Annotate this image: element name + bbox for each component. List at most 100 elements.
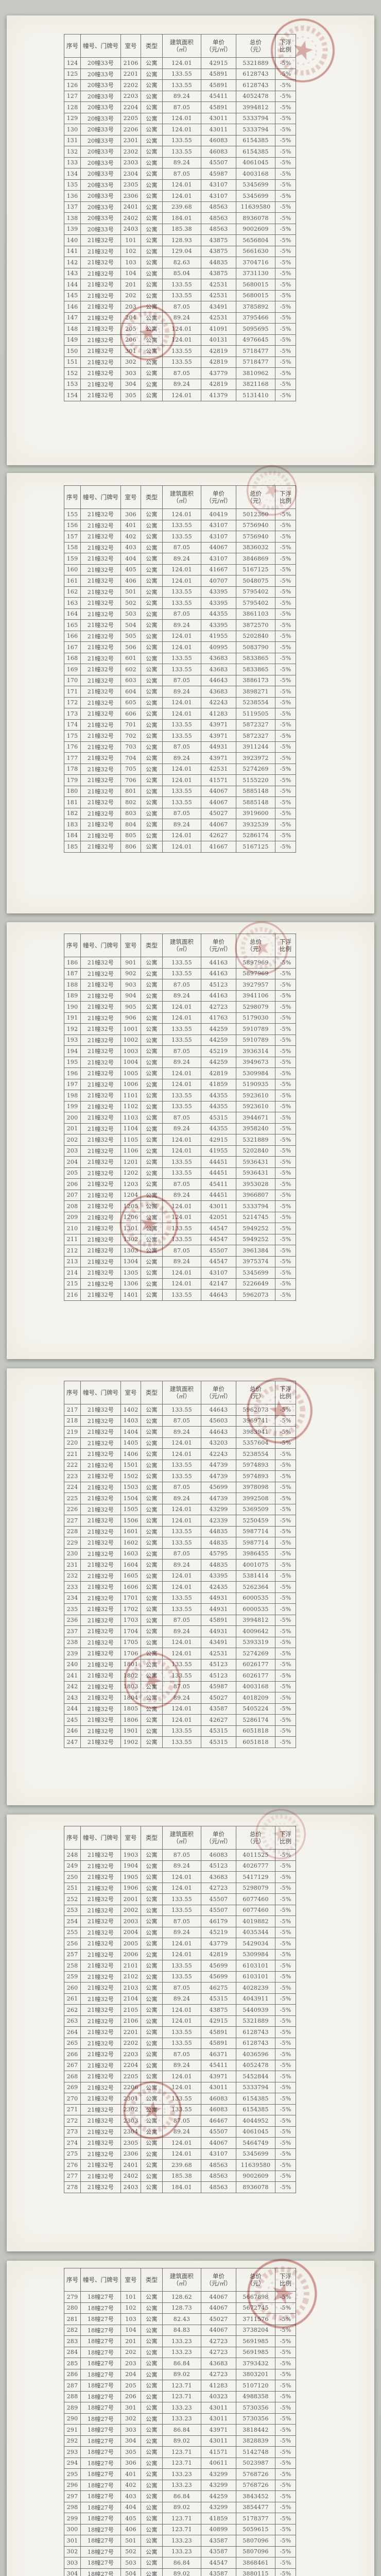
table-row: 283 18幢27号 201 公寓 133.23 42723 5691985 -5% xyxy=(64,2335,296,2347)
table-cell: 21幢32号 xyxy=(80,1849,121,1861)
table-cell: 89.24 xyxy=(162,157,201,168)
table-cell: 43203 xyxy=(201,1437,236,1449)
table-cell: 21幢32号 xyxy=(80,1256,121,1267)
table-cell: 43971 xyxy=(201,2071,236,2082)
table-cell: 42531 xyxy=(201,312,236,324)
table-cell: 公寓 xyxy=(141,1559,163,1571)
table-row: 213 21幢32号 1304 公寓 89.24 44547 3975374 -5% xyxy=(64,1256,296,1267)
table-cell: 42243 xyxy=(201,697,236,708)
table-row: 180 21幢32号 801 公寓 133.55 44067 5885148 -5% xyxy=(64,785,296,797)
table-cell: 89.24 xyxy=(162,553,201,565)
table-cell: 21幢32号 xyxy=(80,378,121,390)
table-row: 290 18幢27号 302 公寓 133.23 43011 5730356 -5% xyxy=(64,2413,296,2425)
table-cell: -5% xyxy=(275,597,296,609)
table-cell: 21幢32号 xyxy=(80,1233,121,1245)
table-cell: -5% xyxy=(275,2126,296,2138)
table-cell: -5% xyxy=(275,1267,296,1279)
table-cell: 公寓 xyxy=(141,2501,163,2513)
table-cell: 196 xyxy=(64,1067,81,1079)
table-cell: 1403 xyxy=(120,1415,141,1427)
table-row: 125 20幢33号 2201 公寓 133.55 45891 6128743 -5% xyxy=(64,68,296,80)
table-cell: 146 xyxy=(64,301,81,313)
table-cell: 123.71 xyxy=(162,2391,201,2402)
table-cell: 公寓 xyxy=(141,301,163,313)
table-header-row: 序号 幢号、门牌号 室号 类型 建筑面积 （㎡） 单价 （元/㎡） 总价 （元） 下浮 比例 xyxy=(64,34,296,58)
column-header: 单价 （元/㎡） xyxy=(201,1826,236,1850)
table-cell: 2204 xyxy=(120,101,141,113)
table-cell: 公寓 xyxy=(141,2568,163,2576)
table-cell: -5% xyxy=(275,1493,296,1504)
table-cell: 279 xyxy=(64,2291,81,2303)
table-cell: 123.71 xyxy=(162,2523,201,2535)
table-row: 257 21幢32号 2006 公寓 124.01 42819 5309984 -5% xyxy=(64,1948,296,1960)
table-cell: 公寓 xyxy=(141,741,163,753)
table-cell: 704 xyxy=(120,752,141,764)
table-cell: 44355 xyxy=(201,1100,236,1112)
table-cell: 403 xyxy=(120,541,141,553)
table-cell: 5059615 xyxy=(236,2523,275,2535)
table-cell: -5% xyxy=(275,2048,296,2060)
table-cell: 3821168 xyxy=(236,378,275,390)
table-cell: 133.55 xyxy=(162,2037,201,2049)
table-cell: 133.55 xyxy=(162,2026,201,2038)
table-cell: 公寓 xyxy=(141,1982,163,1994)
table-cell: 41667 xyxy=(201,841,236,853)
table-cell: 43107 xyxy=(201,179,236,191)
table-cell: 1803 xyxy=(120,1681,141,1692)
table-cell: 45699 xyxy=(201,1960,236,1972)
column-header: 总价 （元） xyxy=(236,934,275,957)
table-cell: 124.01 xyxy=(162,829,201,841)
table-cell: 公寓 xyxy=(141,1459,163,1471)
table-cell: 45507 xyxy=(201,1245,236,1257)
table-cell: 124.01 xyxy=(162,774,201,786)
table-cell: 公寓 xyxy=(141,146,163,158)
table-cell: 5429034 xyxy=(236,1938,275,1950)
table-cell: 公寓 xyxy=(141,1993,163,2005)
table-cell: 186 xyxy=(64,957,81,969)
table-row: 263 21幢32号 2106 公寓 124.01 42915 5321889 -5% xyxy=(64,2015,296,2027)
table-cell: 3927957 xyxy=(236,979,275,991)
table-cell: 40131 xyxy=(201,334,236,346)
table-cell: 20幢33号 xyxy=(80,57,121,69)
table-cell: 285 xyxy=(64,2358,81,2369)
table-cell: -5% xyxy=(275,2081,296,2093)
column-header: 类型 xyxy=(141,1826,163,1850)
table-cell: 128.73 xyxy=(162,2302,201,2314)
table-row: 136 20幢33号 2306 公寓 124.01 43107 5345699 -5% xyxy=(64,190,296,202)
table-cell: 5167125 xyxy=(236,841,275,853)
table-cell: 406 xyxy=(120,2523,141,2535)
table-cell: 21幢32号 xyxy=(80,1211,121,1223)
table-cell: 公寓 xyxy=(141,2037,163,2049)
table-cell: 5807096 xyxy=(236,2546,275,2557)
column-header: 幢号、门牌号 xyxy=(80,485,121,509)
table-cell: 21幢32号 xyxy=(80,564,121,575)
table-cell: 44355 xyxy=(201,608,236,620)
table-cell: -5% xyxy=(275,2104,296,2115)
table-cell: 87.05 xyxy=(162,1112,201,1124)
table-cell: 48563 xyxy=(201,2159,236,2171)
table-cell: 20幢33号 xyxy=(80,68,121,80)
table-cell: 402 xyxy=(120,531,141,543)
table-cell: 201 xyxy=(120,2335,141,2347)
table-cell: 公寓 xyxy=(141,1570,163,1582)
table-cell: 89.24 xyxy=(162,990,201,1002)
table-cell: 1903 xyxy=(120,1849,141,1861)
table-cell: 6051818 xyxy=(236,1736,275,1748)
table-cell: 248 xyxy=(64,1849,81,1861)
table-cell: 公寓 xyxy=(141,968,163,979)
table-cell: 2004 xyxy=(120,1926,141,1938)
table-cell: 124.01 xyxy=(162,1871,201,1883)
table-row: 153 21幢32号 304 公寓 89.24 42819 3821168 -5% xyxy=(64,378,296,390)
table-row: 207 21幢32号 1204 公寓 89.24 44451 3966807 -5% xyxy=(64,1189,296,1201)
table-row: 198 21幢32号 1101 公寓 133.55 44355 5923610 -5% xyxy=(64,1090,296,1101)
table-cell: 1005 xyxy=(120,1067,141,1079)
table-cell: 公寓 xyxy=(141,1233,163,1245)
table-cell: 1901 xyxy=(120,1725,141,1737)
table-cell: 701 xyxy=(120,719,141,731)
table-cell: 243 xyxy=(64,1692,81,1704)
table-cell: 45891 xyxy=(201,1614,236,1626)
table-cell: 4988358 xyxy=(236,2391,275,2402)
table-cell: 公寓 xyxy=(141,2159,163,2171)
table-cell: 41763 xyxy=(201,1012,236,1024)
table-cell: 124.01 xyxy=(162,1134,201,1146)
